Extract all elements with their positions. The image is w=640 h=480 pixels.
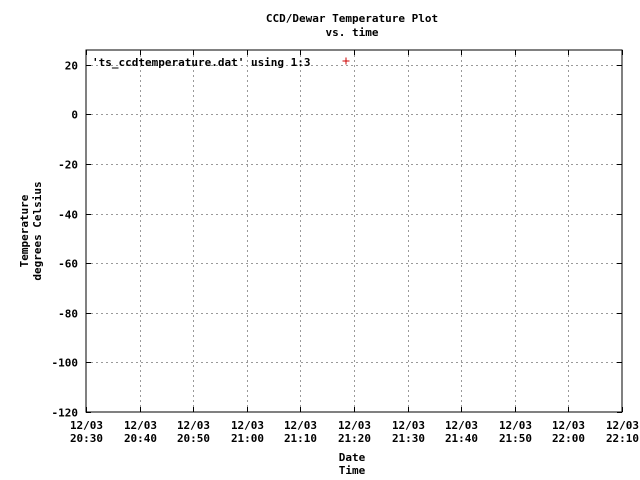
x-tick-label-date: 12/03 — [231, 419, 264, 432]
y-tick-label: 20 — [65, 60, 78, 73]
x-tick-labels: 12/0320:3012/0320:4012/0320:5012/0321:00… — [70, 419, 639, 445]
x-axis-label-line2: Time — [339, 464, 366, 477]
y-axis-label-line2: degrees Celsius — [31, 181, 44, 280]
chart-title: CCD/Dewar Temperature Plot — [266, 12, 438, 25]
x-tick-label-time: 21:10 — [284, 432, 317, 445]
plot-frame — [85, 49, 623, 413]
x-tick-label-time: 20:30 — [70, 432, 103, 445]
x-tick-label-time: 20:40 — [124, 432, 157, 445]
x-axis-label-line1: Date — [339, 451, 366, 464]
x-tick-label-time: 21:30 — [392, 432, 425, 445]
chart-subtitle: vs. time — [326, 26, 379, 39]
y-tick-label: -80 — [58, 308, 78, 321]
x-tick-label-date: 12/03 — [338, 419, 371, 432]
x-tick-label-date: 12/03 — [606, 419, 639, 432]
x-tick-label-date: 12/03 — [392, 419, 425, 432]
x-tick-label-time: 22:10 — [606, 432, 639, 445]
x-tick-label-time: 21:40 — [445, 432, 478, 445]
legend: 'ts_ccdtemperature.dat' using 1:3 — [92, 56, 350, 69]
x-tick-label-date: 12/03 — [70, 419, 103, 432]
x-tick-label-time: 21:20 — [338, 432, 371, 445]
x-tick-label-date: 12/03 — [124, 419, 157, 432]
x-tick-label-date: 12/03 — [499, 419, 532, 432]
y-axis-label-line1: Temperature — [18, 194, 31, 267]
y-tick-label: -60 — [58, 258, 78, 271]
y-tick-label: 0 — [71, 109, 78, 122]
y-tick-labels: 20 0 -20 -40 -60 -80 -100 -120 — [52, 60, 79, 420]
y-tick-label: -100 — [52, 357, 79, 370]
x-tick-label-time: 21:00 — [231, 432, 264, 445]
x-tick-label-time: 22:00 — [552, 432, 585, 445]
x-tick-label-date: 12/03 — [284, 419, 317, 432]
y-axis-label: Temperature degrees Celsius — [18, 181, 44, 280]
x-tick-label-time: 20:50 — [177, 432, 210, 445]
legend-label: 'ts_ccdtemperature.dat' using 1:3 — [92, 56, 311, 69]
grid-lines — [86, 50, 622, 412]
y-tick-label: -40 — [58, 209, 78, 222]
axis-ticks — [86, 50, 623, 413]
x-tick-label-date: 12/03 — [445, 419, 478, 432]
y-tick-label: -120 — [52, 407, 79, 420]
y-tick-label: -20 — [58, 159, 78, 172]
x-tick-label-date: 12/03 — [552, 419, 585, 432]
x-tick-label-date: 12/03 — [177, 419, 210, 432]
legend-marker-plus — [342, 57, 350, 65]
x-tick-label-time: 21:50 — [499, 432, 532, 445]
